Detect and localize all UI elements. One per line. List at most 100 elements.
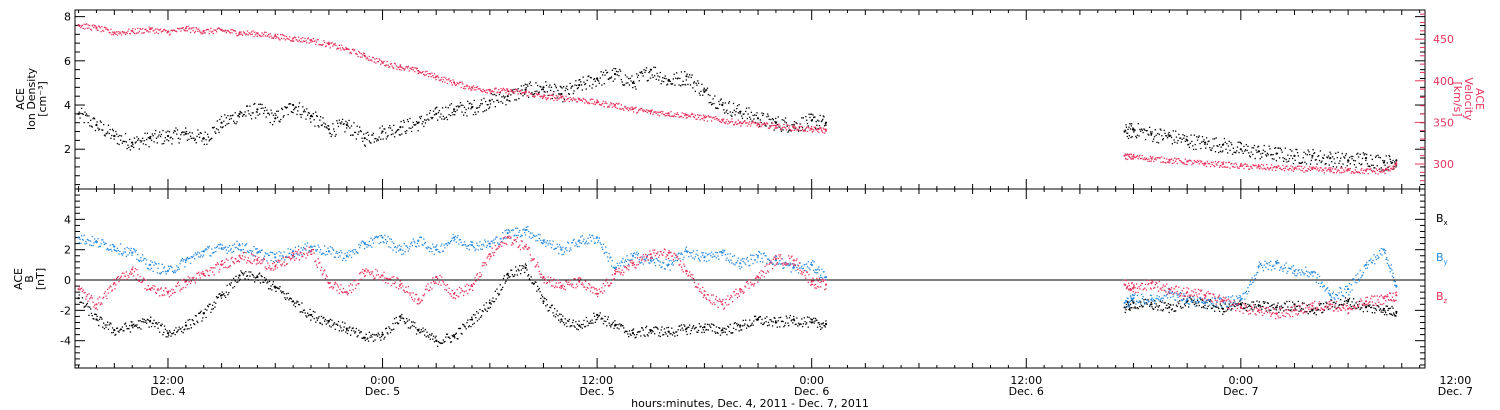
data-point bbox=[423, 125, 425, 128]
data-point bbox=[246, 243, 248, 245]
data-point bbox=[1222, 311, 1225, 313]
data-point bbox=[484, 90, 486, 92]
data-point bbox=[810, 319, 813, 321]
data-point bbox=[348, 48, 350, 51]
data-point bbox=[202, 312, 205, 315]
data-point bbox=[394, 132, 396, 134]
data-point bbox=[788, 129, 791, 131]
data-point bbox=[516, 89, 518, 91]
data-point bbox=[716, 107, 718, 109]
data-point bbox=[186, 30, 188, 32]
data-point bbox=[417, 72, 419, 75]
data-point bbox=[1343, 169, 1345, 171]
data-point bbox=[238, 274, 241, 277]
data-point bbox=[775, 127, 778, 129]
data-point bbox=[209, 303, 211, 305]
data-point bbox=[154, 261, 156, 263]
data-point bbox=[187, 25, 189, 27]
data-point bbox=[542, 302, 544, 304]
data-point bbox=[723, 118, 725, 120]
data-point bbox=[453, 334, 455, 336]
data-point bbox=[1126, 132, 1128, 134]
data-point bbox=[764, 317, 766, 319]
data-point bbox=[749, 121, 751, 123]
data-point bbox=[710, 120, 713, 122]
data-point bbox=[1146, 158, 1148, 160]
data-point bbox=[1318, 170, 1320, 172]
data-point bbox=[404, 322, 406, 325]
data-point bbox=[610, 76, 613, 78]
data-point bbox=[523, 84, 525, 87]
data-point bbox=[228, 30, 230, 32]
data-point bbox=[682, 329, 684, 331]
data-point bbox=[357, 335, 359, 337]
data-point bbox=[802, 117, 804, 119]
data-point bbox=[646, 80, 648, 82]
data-point bbox=[197, 129, 199, 131]
data-point bbox=[399, 319, 401, 321]
data-point bbox=[315, 43, 317, 46]
data-point bbox=[1270, 164, 1273, 166]
data-point bbox=[279, 255, 281, 257]
data-point bbox=[1227, 306, 1230, 309]
data-point bbox=[1210, 161, 1213, 163]
data-point bbox=[1223, 166, 1226, 168]
data-point bbox=[363, 53, 366, 55]
data-point bbox=[549, 94, 551, 97]
data-point bbox=[355, 52, 357, 55]
data-point bbox=[331, 247, 333, 249]
data-point bbox=[194, 315, 197, 317]
data-point bbox=[747, 122, 749, 124]
data-point bbox=[135, 325, 137, 327]
data-point bbox=[484, 239, 486, 241]
data-point bbox=[246, 105, 249, 107]
data-point bbox=[449, 242, 451, 244]
data-point bbox=[661, 113, 663, 115]
data-point bbox=[310, 121, 312, 123]
data-point bbox=[772, 119, 774, 121]
data-point bbox=[1192, 145, 1194, 147]
data-point bbox=[1180, 161, 1182, 163]
data-point bbox=[363, 336, 366, 339]
data-point bbox=[114, 334, 116, 336]
data-point bbox=[685, 327, 688, 330]
data-point bbox=[1249, 155, 1251, 157]
data-point bbox=[363, 248, 366, 250]
data-point bbox=[667, 335, 669, 337]
data-point bbox=[394, 246, 396, 248]
data-point bbox=[1347, 298, 1349, 301]
data-point bbox=[1245, 309, 1247, 311]
data-point bbox=[305, 315, 307, 317]
data-point bbox=[372, 56, 374, 59]
data-point bbox=[405, 66, 407, 68]
data-point bbox=[353, 50, 355, 52]
data-point bbox=[97, 127, 99, 129]
data-point bbox=[94, 241, 97, 243]
data-point bbox=[445, 116, 448, 118]
data-point bbox=[138, 30, 140, 32]
data-point bbox=[1200, 161, 1202, 163]
data-point bbox=[1355, 171, 1357, 173]
data-point bbox=[411, 126, 414, 128]
data-point bbox=[544, 297, 546, 300]
data-point bbox=[664, 115, 666, 117]
data-point bbox=[181, 131, 184, 133]
data-point bbox=[666, 114, 668, 117]
data-point bbox=[519, 90, 521, 93]
data-point bbox=[299, 311, 301, 313]
data-point bbox=[427, 118, 429, 120]
data-point bbox=[1132, 127, 1134, 129]
data-point bbox=[207, 136, 210, 138]
data-point bbox=[765, 321, 767, 323]
data-point bbox=[370, 59, 372, 61]
data-point bbox=[786, 125, 788, 127]
data-point bbox=[1277, 302, 1279, 304]
data-point bbox=[1309, 311, 1312, 313]
data-point bbox=[810, 128, 813, 131]
data-point bbox=[489, 246, 492, 248]
data-point bbox=[315, 115, 318, 117]
data-point bbox=[814, 116, 816, 118]
data-point bbox=[1223, 311, 1226, 313]
data-point bbox=[430, 76, 432, 78]
data-point bbox=[1246, 164, 1248, 166]
